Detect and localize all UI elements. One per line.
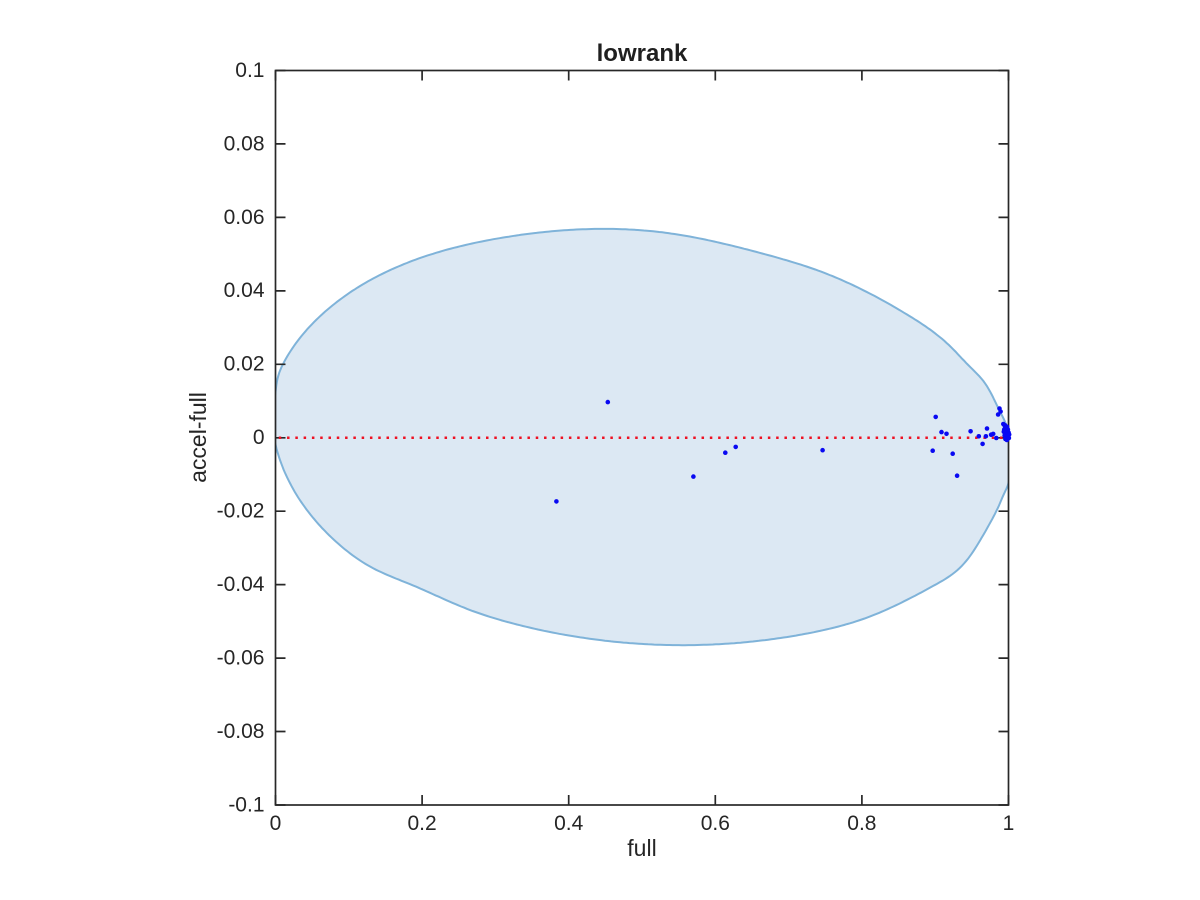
svg-text:-0.04: -0.04 xyxy=(217,573,265,596)
svg-text:0.08: 0.08 xyxy=(224,132,265,155)
svg-text:-0.02: -0.02 xyxy=(217,500,265,523)
svg-text:0: 0 xyxy=(253,426,265,449)
svg-text:1: 1 xyxy=(1003,812,1015,835)
svg-text:0.6: 0.6 xyxy=(701,812,730,835)
svg-text:full: full xyxy=(627,835,656,861)
svg-text:0.06: 0.06 xyxy=(224,206,265,229)
svg-text:-0.08: -0.08 xyxy=(217,720,265,743)
svg-text:0.2: 0.2 xyxy=(407,812,436,835)
svg-text:0.1: 0.1 xyxy=(235,59,264,82)
svg-text:-0.1: -0.1 xyxy=(228,793,264,816)
svg-text:0.02: 0.02 xyxy=(224,353,265,376)
svg-text:accel-full: accel-full xyxy=(185,392,211,483)
svg-text:-0.06: -0.06 xyxy=(217,647,265,670)
svg-text:0.8: 0.8 xyxy=(847,812,876,835)
svg-text:0.04: 0.04 xyxy=(224,279,265,302)
svg-text:0.4: 0.4 xyxy=(554,812,584,835)
svg-text:lowrank: lowrank xyxy=(597,40,688,67)
svg-text:0: 0 xyxy=(270,812,282,835)
